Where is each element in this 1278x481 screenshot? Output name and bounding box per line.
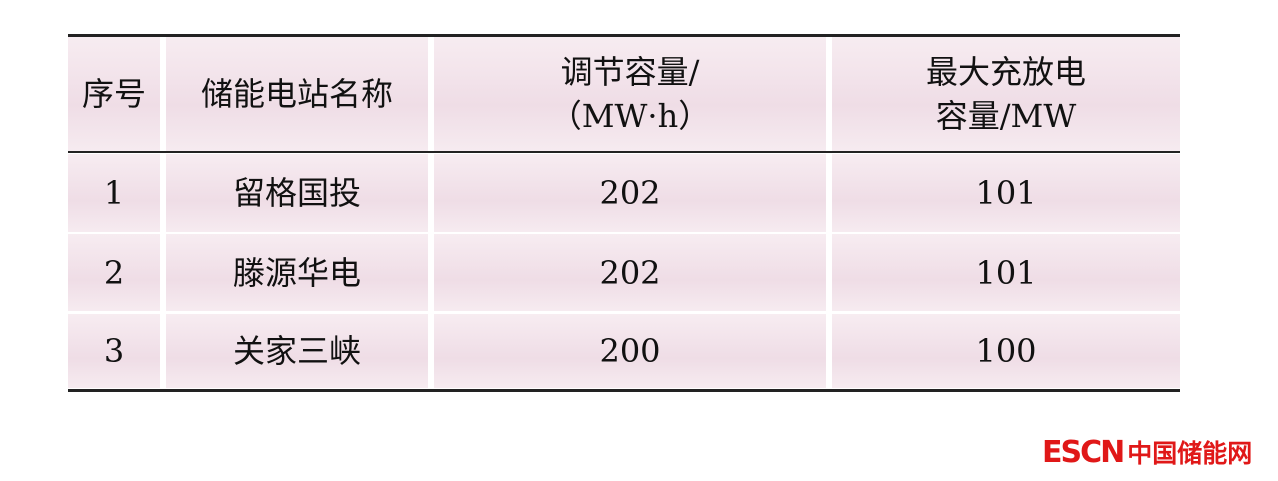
cell-col-station: 留格国投 [166, 154, 428, 232]
cell-col-capacity: 202 [434, 234, 826, 311]
bottom-rule [68, 389, 1180, 392]
header-col-index: 序号 [68, 37, 160, 151]
cell-col-capacity: 202 [434, 154, 826, 232]
cell-col-station: 滕源华电 [166, 234, 428, 311]
logo-cn: 中国储能网 [1127, 439, 1253, 468]
top-rule [68, 34, 1180, 37]
cell-col-capacity: 200 [434, 314, 826, 388]
cell-col-index: 1 [68, 154, 160, 232]
header-col-station: 储能电站名称 [166, 37, 428, 151]
logo-en: ESCN [1042, 434, 1125, 470]
escn-logo: ESCN 中国储能网 [1042, 434, 1252, 470]
cell-col-station: 关家三峡 [166, 314, 428, 388]
cell-col-index: 3 [68, 314, 160, 388]
cell-col-power: 101 [832, 154, 1180, 232]
header-rule [68, 151, 1180, 153]
header-col-capacity: 调节容量/ （MW·h） [434, 37, 826, 151]
cell-col-power: 101 [832, 234, 1180, 311]
cell-col-power: 100 [832, 314, 1180, 388]
cell-col-index: 2 [68, 234, 160, 311]
header-col-power: 最大充放电 容量/MW [832, 37, 1180, 151]
